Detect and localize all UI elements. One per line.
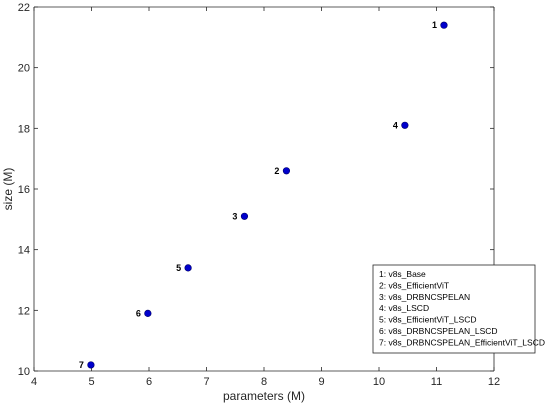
x-tick-label: 7: [203, 376, 209, 388]
legend-entry: 5: v8s_EfficientViT_LSCD: [379, 315, 476, 325]
x-tick-label: 9: [318, 376, 324, 388]
legend-entry: 1: v8s_Base: [379, 269, 426, 279]
point-label: 7: [79, 360, 84, 370]
legend-box: [372, 264, 536, 354]
x-tick-label: 11: [431, 376, 442, 388]
point-label: 3: [232, 211, 237, 221]
x-tick-label: 8: [261, 376, 267, 388]
legend-entry: 6: v8s_DRBNCSPELAN_LSCD: [379, 326, 498, 336]
data-point: [440, 21, 448, 29]
point-label: 2: [274, 166, 279, 176]
x-tick-label: 4: [31, 376, 37, 388]
data-point: [401, 121, 409, 129]
x-axis-label: parameters (M): [223, 389, 305, 403]
data-points: 1 2 3 4 5 6 7: [79, 20, 448, 370]
data-point: [282, 167, 291, 175]
data-point: [144, 309, 152, 317]
y-tick-label: 18: [18, 123, 30, 135]
legend-entry: 7: v8s_DRBNCSPELAN_EfficientViT_LSCD: [379, 337, 545, 347]
x-tick-label: 12: [488, 376, 500, 388]
y-tick-label: 14: [18, 245, 30, 257]
y-tick-label: 20: [18, 63, 30, 75]
x-tick-label: 5: [88, 376, 94, 388]
point-label: 1: [432, 20, 437, 30]
x-tick-label: 10: [373, 376, 385, 388]
legend-entry: 4: v8s_LSCD: [379, 303, 429, 313]
data-point: [87, 361, 95, 369]
data-point: [184, 264, 192, 272]
y-axis-label: size (M): [1, 168, 15, 211]
point-label: 6: [136, 308, 141, 318]
data-point: [240, 212, 249, 220]
y-tick-label: 12: [18, 305, 30, 317]
legend-entry: 3: v8s_DRBNCSPELAN: [379, 292, 470, 302]
legend-entry: 2: v8s_EfficientViT: [379, 280, 449, 290]
y-tick-label: 22: [18, 2, 30, 14]
point-label: 4: [393, 120, 398, 130]
y-tick-label: 10: [18, 366, 30, 378]
y-tick-label: 16: [18, 184, 30, 196]
x-axis-ticks: 4 5 6 7 8 9 10 11 12: [31, 7, 500, 388]
x-tick-label: 6: [146, 376, 152, 388]
point-label: 5: [176, 263, 181, 273]
